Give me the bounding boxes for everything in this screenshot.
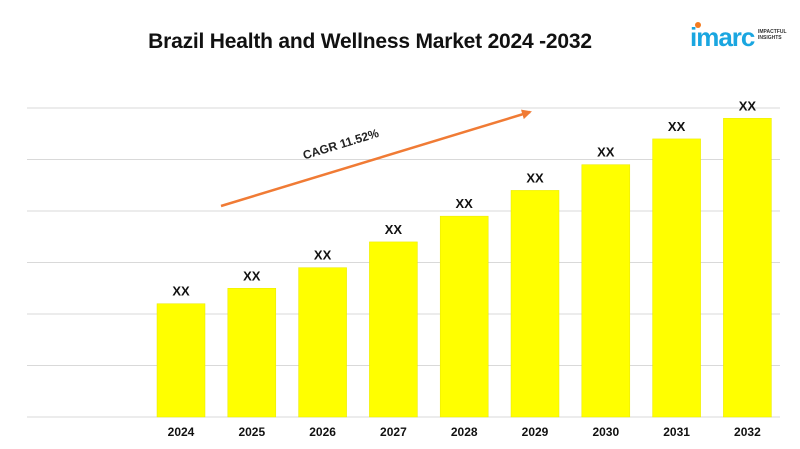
- bars: [156, 118, 772, 418]
- data-label-2025: XX: [243, 268, 261, 283]
- data-label-2026: XX: [314, 248, 332, 263]
- bar-2024: [156, 303, 206, 418]
- data-label-2031: XX: [668, 119, 686, 134]
- chart-title: Brazil Health and Wellness Market 2024 -…: [148, 30, 592, 53]
- x-tick-2030: 2030: [592, 425, 619, 439]
- data-label-2030: XX: [597, 145, 615, 160]
- data-label-2028: XX: [456, 196, 474, 211]
- bar-2030: [581, 164, 631, 418]
- x-tick-2029: 2029: [522, 425, 549, 439]
- x-tick-2031: 2031: [663, 425, 690, 439]
- logo-tagline: IMPACTFUL INSIGHTS: [758, 29, 787, 41]
- logo-dot-icon: [695, 22, 701, 28]
- bar-2029: [510, 190, 560, 418]
- data-label-2029: XX: [526, 170, 544, 185]
- logo-wordmark: imarc: [690, 22, 755, 52]
- cagr-annotation: CAGR 11.52%: [301, 126, 381, 162]
- x-tick-2032: 2032: [734, 425, 761, 439]
- x-tick-2025: 2025: [238, 425, 265, 439]
- bar-2028: [439, 215, 489, 418]
- x-tick-2027: 2027: [380, 425, 407, 439]
- x-tick-labels: 2024 2025 2026 2027 2028 2029 2030 2031 2032: [168, 425, 761, 439]
- bar-2032: [723, 118, 772, 418]
- imarc-logo: imarc IMPACTFUL INSIGHTS: [690, 22, 790, 54]
- x-tick-2024: 2024: [168, 425, 195, 439]
- data-label-2027: XX: [385, 222, 403, 237]
- cagr-arrow: [220, 109, 532, 208]
- data-labels: XX XX XX XX XX XX XX XX XX: [172, 98, 756, 298]
- bar-2025: [227, 288, 277, 418]
- data-label-2024: XX: [172, 284, 190, 299]
- x-tick-2026: 2026: [309, 425, 336, 439]
- x-tick-2028: 2028: [451, 425, 478, 439]
- bar-2031: [652, 138, 701, 418]
- data-label-2032: XX: [739, 98, 757, 113]
- bar-2027: [369, 241, 418, 418]
- bar-2026: [298, 267, 347, 418]
